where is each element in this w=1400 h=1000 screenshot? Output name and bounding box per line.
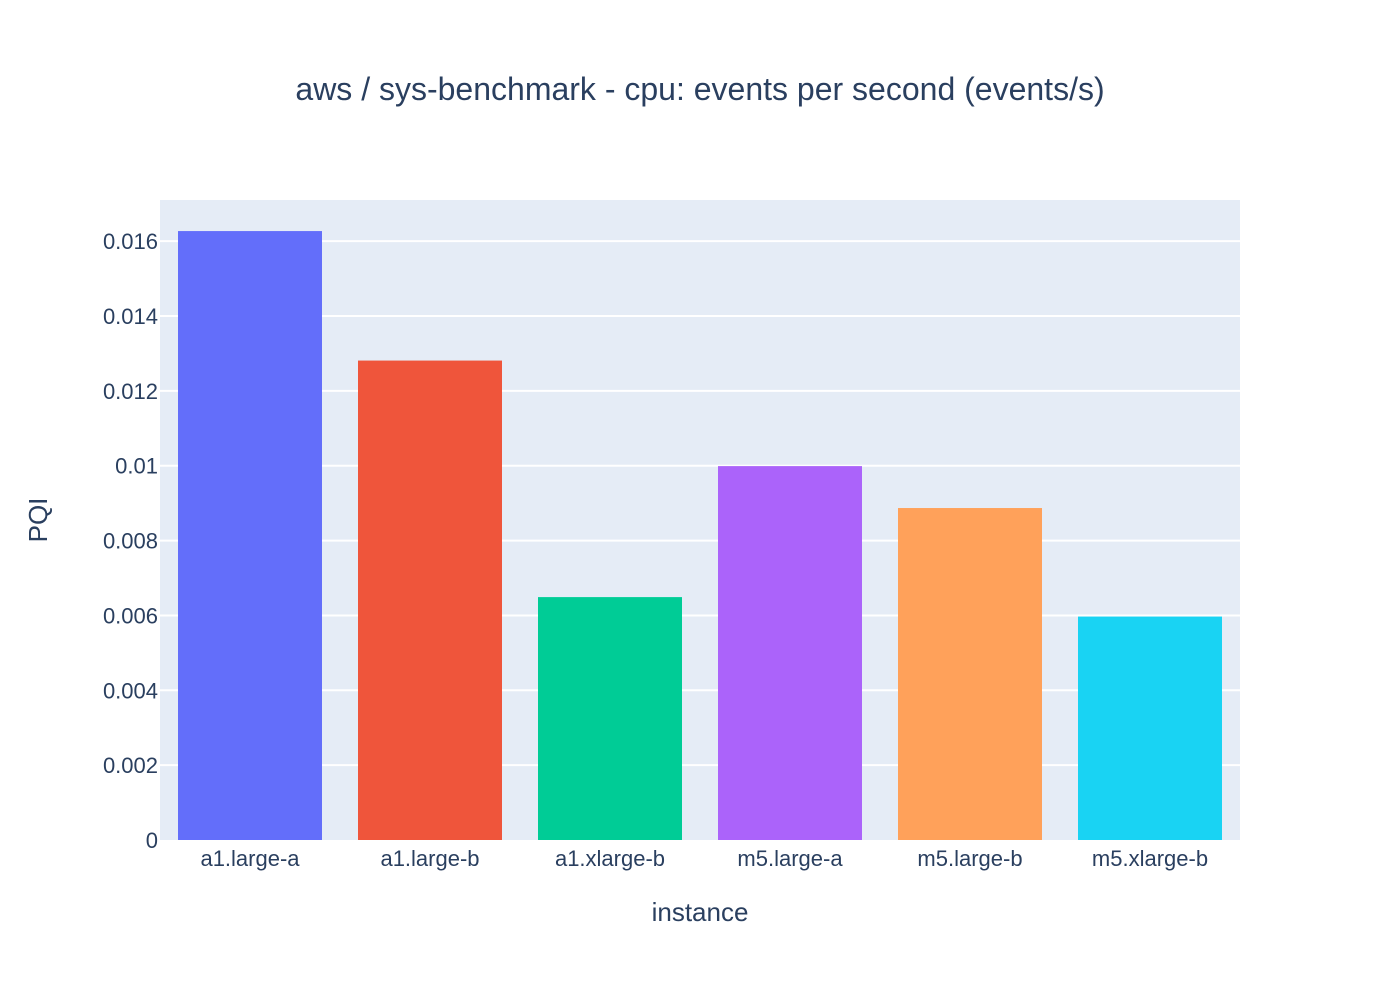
bar-a1.xlarge-b[interactable] <box>538 597 682 840</box>
bar-a1.large-b[interactable] <box>358 360 502 840</box>
gridlines <box>160 240 1240 767</box>
y-tick-label: 0.006 <box>103 603 158 628</box>
x-tick-label: a1.large-a <box>200 846 300 871</box>
y-axis-ticks: 0 0.002 0.004 0.006 0.008 0.01 0.012 0.014 0.016 <box>103 229 158 853</box>
y-axis-title: PQI <box>23 498 53 543</box>
x-axis-ticks: a1.large-a a1.large-b a1.xlarge-b m5.large-… <box>200 846 1208 871</box>
bars <box>178 231 1222 840</box>
bar-m5.xlarge-b[interactable] <box>1078 616 1222 840</box>
x-tick-label: m5.xlarge-b <box>1092 846 1208 871</box>
x-tick-label: m5.large-b <box>917 846 1022 871</box>
y-tick-label: 0.012 <box>103 379 158 404</box>
bar-m5.large-a[interactable] <box>718 466 862 840</box>
y-tick-label: 0.008 <box>103 529 158 554</box>
y-tick-label: 0.002 <box>103 753 158 778</box>
bar-m5.large-b[interactable] <box>898 508 1042 840</box>
y-tick-label: 0 <box>146 828 158 853</box>
y-tick-label: 0.004 <box>103 678 158 703</box>
x-tick-label: a1.xlarge-b <box>555 846 665 871</box>
y-tick-label: 0.01 <box>115 454 158 479</box>
chart-title: aws / sys-benchmark - cpu: events per se… <box>295 71 1104 107</box>
x-axis-title: instance <box>652 897 749 927</box>
bar-a1.large-a[interactable] <box>178 231 322 840</box>
plot-area <box>160 200 1240 840</box>
x-tick-label: m5.large-a <box>737 846 843 871</box>
y-tick-label: 0.016 <box>103 229 158 254</box>
y-tick-label: 0.014 <box>103 304 158 329</box>
x-tick-label: a1.large-b <box>380 846 479 871</box>
